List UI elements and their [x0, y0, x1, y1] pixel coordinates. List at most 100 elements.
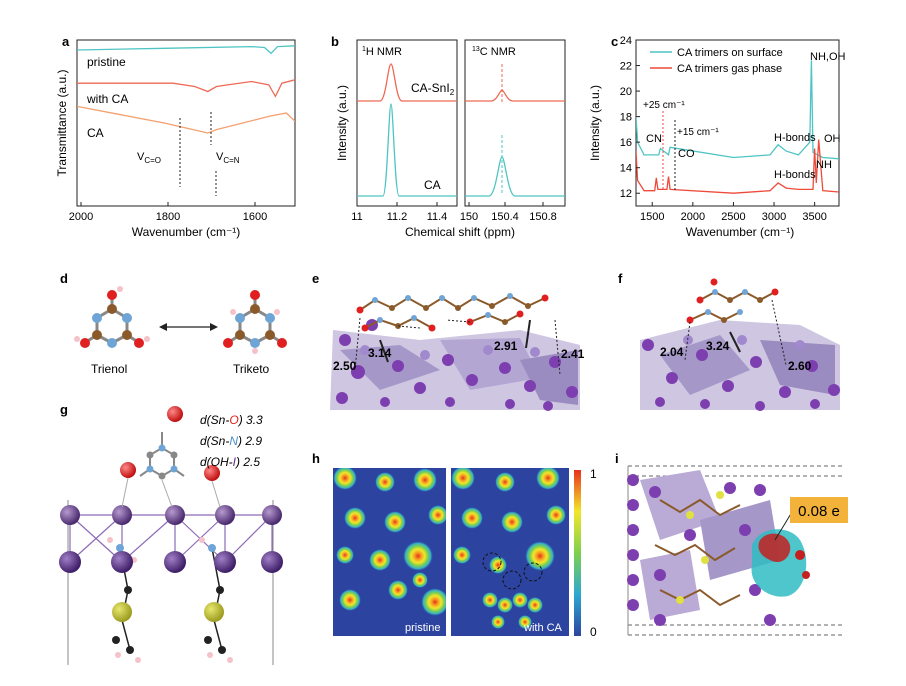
series-ca: [77, 105, 295, 134]
b-c-top-peak: [465, 89, 565, 102]
c-legend-gas: CA trimers gas phase: [677, 63, 782, 75]
panel-e: e 2: [312, 271, 585, 411]
panel-g-structure: [59, 406, 283, 665]
b-h-bottom-peak: [357, 103, 457, 197]
x-label-c: Wavenumber (cm⁻¹): [686, 225, 795, 239]
c-ytick-label: 22: [620, 61, 632, 73]
y-label-c: Intensity (a.u.): [588, 85, 602, 161]
panel-i: i 0.: [615, 451, 848, 636]
c-xtick-label: 3500: [802, 211, 826, 223]
c-annot-nhoh: NH,OH: [810, 51, 846, 63]
panel-d-letter: d: [60, 271, 68, 286]
y-label-b: Intensity (a.u.): [335, 85, 349, 161]
c-xtick-label: 2000: [681, 211, 705, 223]
c-annot-nh: NH: [816, 159, 832, 171]
h-hotspots-pristine: [333, 468, 446, 616]
panel-b: b 1H NMR 13C NMR CA-SnI2 CA 11 11.2 11.4…: [331, 34, 566, 239]
h-cbar-top: 1: [590, 467, 597, 481]
tick-2000: 2000: [69, 211, 93, 223]
b-tick-150-4: 150.4: [491, 211, 519, 223]
series-ca-trimers-on-surface: [636, 60, 839, 160]
f-dist-3: 2.60: [788, 359, 812, 373]
i-charge-box: [790, 497, 848, 523]
e-dist-4: 2.41: [561, 347, 585, 361]
i-charge-cloud-red: [758, 533, 791, 563]
panel-c: c 12 14 16 18 20 22 24 1500 2000 2500 3000 3500 CA…: [588, 34, 846, 239]
e-dist-3: 2.91: [494, 339, 518, 353]
panel-i-structure: [627, 465, 842, 636]
c-annot-shift2: +15 cm⁻¹: [677, 127, 719, 138]
panel-g-letter: g: [60, 402, 68, 417]
h-label-with-ca: with CA: [523, 622, 563, 634]
trienol-molecule: [74, 286, 150, 348]
panel-b-letter: b: [331, 34, 339, 49]
annot-vcn: VC=N: [216, 151, 240, 165]
c-annot-hbonds-top: H-bonds: [774, 132, 816, 144]
c-annot-cn: CN: [646, 133, 662, 145]
panel-f: f 2.04 3.24 2.60: [618, 271, 840, 411]
x-label-b: Chemical shift (ppm): [405, 225, 515, 239]
trace-label-with-ca: with CA: [86, 92, 128, 106]
series-pristine: [77, 45, 295, 55]
x-axis-c: 1500 2000 2500 3000 3500: [640, 202, 827, 223]
c-ytick-label: 20: [620, 86, 632, 98]
c-legend-surface: CA trimers on surface: [677, 47, 783, 59]
x-axis-b: 11 11.2 11.4 150 150.4 150.8: [351, 202, 557, 223]
i-callout-line: [774, 511, 793, 541]
y-axis-c: 12 14 16 18 20 22 24: [620, 35, 640, 200]
x-axis-a: 2000 1800 1600: [69, 202, 267, 223]
c-annot-hbonds-bottom: H-bonds: [774, 169, 816, 181]
series-with-ca: [77, 79, 295, 98]
label-triketo: Triketo: [233, 362, 270, 376]
b-tick-11-4: 11.4: [427, 211, 448, 223]
c-xtick-label: 2500: [721, 211, 745, 223]
c-ytick-label: 18: [620, 112, 632, 124]
panel-i-letter: i: [615, 451, 619, 466]
x-label-a: Wavenumber (cm⁻¹): [132, 225, 241, 239]
b-h-top-peak: [357, 63, 457, 102]
tick-1600: 1600: [243, 211, 267, 223]
h-cbar-bottom: 0: [590, 625, 597, 639]
e-dist-2: 3.14: [368, 346, 392, 360]
double-arrow: [159, 323, 218, 331]
g-legend-sn-o: d(Sn-O) 3.3: [200, 413, 263, 427]
y-label-a: Transmittance (a.u.): [55, 70, 69, 177]
panel-a: a pristine with CA CA VC=O VC=N 2000 180…: [55, 34, 296, 239]
panel-g: g: [59, 402, 283, 665]
h-colorbar: [574, 470, 581, 636]
c-annot-shift1: +25 cm⁻¹: [643, 100, 685, 111]
f-dist-1: 2.04: [660, 345, 684, 359]
g-legend: d(Sn-O) 3.3 d(Sn-N) 2.9 d(OH-I) 2.5: [200, 413, 263, 469]
c-ytick-label: 12: [620, 188, 632, 200]
c-ytick-label: 24: [620, 35, 632, 47]
tick-1800: 1800: [156, 211, 180, 223]
panel-a-letter: a: [62, 34, 70, 49]
b-label-bottom: CA: [424, 178, 441, 192]
e-dist-1: 2.50: [333, 359, 357, 373]
panel-e-letter: e: [312, 271, 319, 286]
b-tick-11-2: 11.2: [387, 211, 408, 223]
panel-b-left-frame: [356, 39, 458, 207]
c-annot-oh: OH: [824, 133, 841, 145]
panel-b-right-frame: [464, 39, 566, 207]
c-ytick-label: 14: [620, 163, 632, 175]
g-legend-oh-i: d(OH-I) 2.5: [200, 455, 260, 469]
panel-e-structure: 2.50 3.14 2.91 2.41: [330, 293, 585, 411]
b-label-top: CA-SnI2: [411, 81, 455, 97]
series-ca-trimers-gas-phase: [636, 139, 839, 194]
panel-f-letter: f: [618, 271, 623, 286]
c-xtick-label: 1500: [640, 211, 664, 223]
panel-d: d Trienol Triketo: [60, 271, 287, 376]
b-right-title: 13C NMR: [472, 46, 516, 58]
panel-h-letter: h: [312, 451, 320, 466]
triketo-molecule: [223, 290, 287, 354]
c-xtick-label: 3000: [762, 211, 786, 223]
panel-c-letter: c: [611, 34, 618, 49]
trace-label-pristine: pristine: [87, 55, 126, 69]
h-dashed-circles: [482, 552, 543, 590]
trace-label-ca: CA: [87, 126, 104, 140]
b-tick-150-8: 150.8: [529, 211, 557, 223]
b-tick-11: 11: [351, 211, 362, 223]
i-charge-label: 0.08 e: [798, 503, 840, 520]
